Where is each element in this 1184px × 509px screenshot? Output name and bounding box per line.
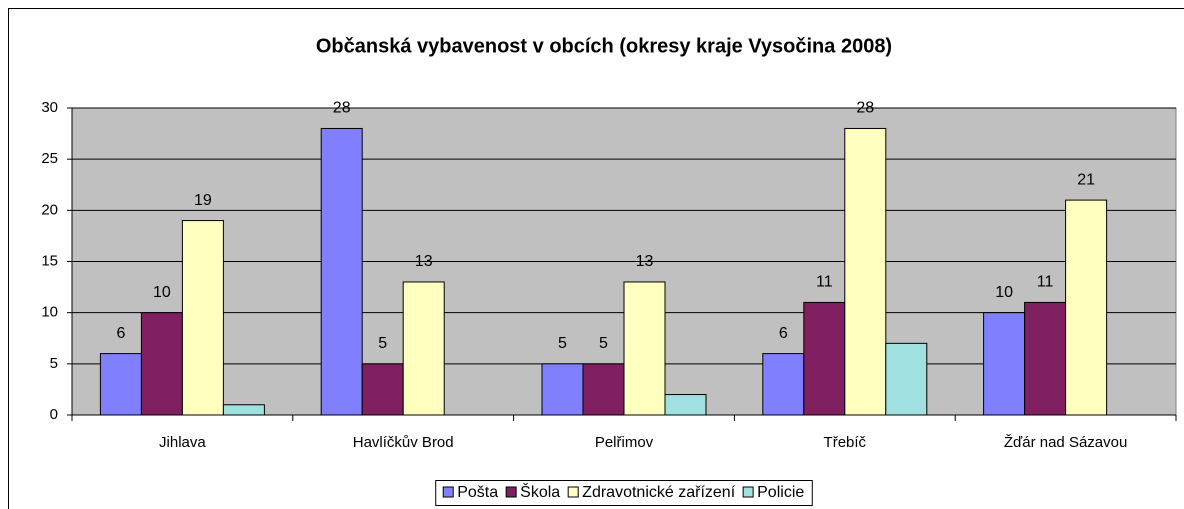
data-label: 6 (116, 325, 125, 342)
legend-label: Policie (757, 484, 804, 501)
legend-label: Škola (520, 482, 560, 501)
bar (181, 220, 224, 416)
x-tick-label: Havlíčkův Brod (353, 434, 454, 451)
legend-label: Zdravotnické zařízení (582, 484, 736, 501)
data-label: 11 (1037, 274, 1054, 291)
bar (664, 394, 707, 416)
bar (140, 312, 183, 416)
legend-swatch (742, 486, 754, 498)
data-label: 10 (995, 284, 1013, 301)
bar (402, 281, 445, 416)
bar (99, 353, 142, 416)
x-tick-label: Jihlava (159, 434, 206, 451)
data-label: 6 (779, 325, 788, 342)
data-label: 21 (1077, 171, 1095, 188)
bar (541, 363, 584, 416)
data-label: 13 (415, 253, 433, 270)
y-tick-label: 20 (41, 201, 58, 218)
data-label: 28 (333, 100, 351, 117)
y-tick-label: 30 (41, 99, 58, 116)
x-tick-label: Pelřimov (595, 434, 654, 451)
legend-swatch (567, 486, 579, 498)
legend-swatch (442, 486, 454, 498)
y-tick-label: 0 (50, 406, 58, 423)
data-label: 10 (153, 284, 171, 301)
data-label: 5 (599, 335, 608, 352)
data-label: 13 (636, 253, 654, 270)
data-label: 5 (558, 335, 567, 352)
y-tick-label: 25 (41, 150, 58, 167)
x-tick-label: Třebíč (824, 434, 867, 451)
data-label: 11 (816, 274, 833, 291)
bar (983, 312, 1026, 416)
bar (320, 127, 363, 416)
data-label: 28 (856, 100, 874, 117)
data-label: 19 (194, 192, 212, 209)
y-tick-label: 5 (50, 355, 58, 372)
y-tick-label: 10 (41, 304, 58, 321)
y-tick-label: 15 (41, 252, 58, 269)
bar (803, 301, 846, 416)
bar (222, 404, 265, 416)
data-label: 5 (378, 335, 387, 352)
bar (762, 353, 805, 416)
chart-title: Občanská vybavenost v obcích (okresy kra… (316, 35, 892, 57)
bar (885, 342, 928, 416)
bar (844, 127, 887, 416)
bar (1024, 301, 1067, 416)
bar (582, 363, 625, 416)
bar (361, 363, 404, 416)
legend: Pošta Škola Zdravotnické zařízení Policie (435, 480, 813, 506)
legend-label: Pošta (457, 484, 498, 501)
x-tick-label: Žďár nad Sázavou (1004, 434, 1127, 451)
bar (1065, 199, 1108, 416)
legend-swatch (505, 486, 517, 498)
bar (623, 281, 666, 416)
